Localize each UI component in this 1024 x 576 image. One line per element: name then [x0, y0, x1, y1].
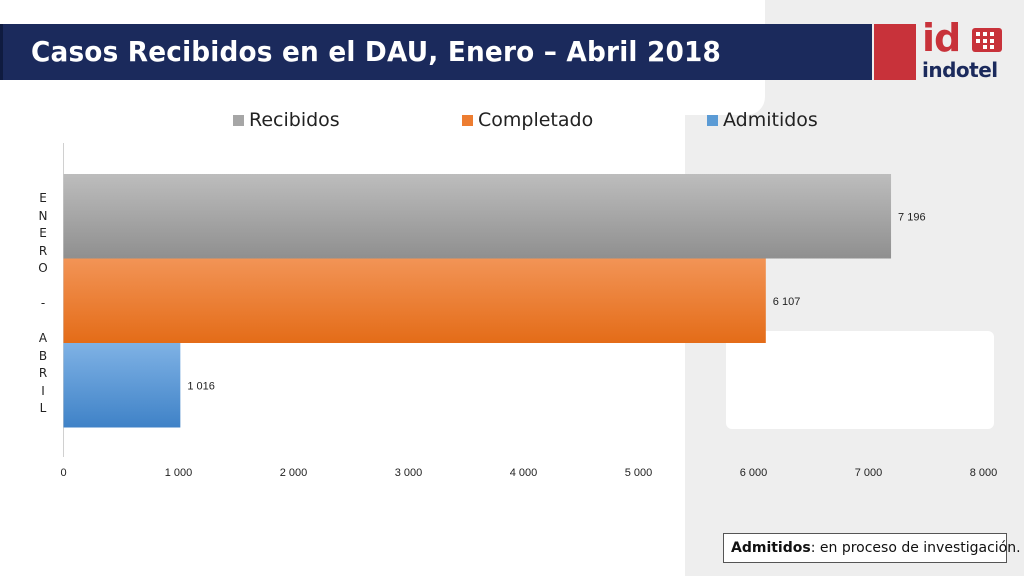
data-label-recibidos: 7 196 — [898, 211, 926, 223]
logo-name: indotel — [922, 58, 998, 82]
category-letter: - — [40, 296, 46, 310]
chart-legend: Recibidos Completado Admitidos — [0, 108, 1024, 132]
legend-item-admitidos: Admitidos — [707, 108, 818, 132]
category-letter: R — [38, 366, 48, 380]
category-letter: E — [39, 191, 47, 205]
category-letter: R — [38, 243, 48, 258]
category-letter: E — [39, 226, 47, 240]
data-label-admitidos: 1 016 — [187, 380, 215, 392]
x-tick-label: 5 000 — [625, 467, 653, 479]
x-tick-label: 8 000 — [970, 467, 998, 479]
footnote-text: : en proceso de investigación. — [810, 540, 1021, 556]
category-letter — [36, 278, 50, 296]
category-letter: B — [38, 348, 48, 363]
legend-swatch-admitidos — [707, 114, 718, 126]
legend-swatch-recibidos — [233, 114, 244, 126]
category-letter: O — [38, 261, 48, 275]
x-tick-label: 7 000 — [855, 467, 883, 479]
data-label-completado: 6 107 — [773, 296, 801, 308]
legend-label-recibidos: Recibidos — [249, 109, 340, 131]
x-tick-labels-group: 0 1 000 2 000 3 000 4 000 5 000 6 000 7 000 8 00… — [60, 467, 997, 479]
bar-labels-group: 7 196 6 107 1 016 — [187, 211, 925, 392]
x-tick-label: 1 000 — [165, 467, 193, 479]
logo-grid-icon — [972, 28, 1002, 52]
logo-mark: id — [922, 16, 961, 60]
bars-group — [63, 174, 892, 428]
x-tick-label: 4 000 — [510, 467, 538, 479]
title-bar: Casos Recibidos en el DAU, Enero – Abril… — [0, 24, 872, 80]
footnote-box: Admitidos: en proceso de investigación. — [723, 533, 1021, 563]
legend-item-recibidos: Recibidos — [233, 108, 340, 132]
x-tick-label: 0 — [60, 467, 66, 479]
bar-completado — [63, 258, 766, 343]
category-letter — [36, 313, 50, 331]
legend-swatch-completado — [462, 114, 473, 126]
background-card — [726, 331, 994, 429]
category-letter: N — [38, 208, 48, 223]
slide-title: Casos Recibidos en el DAU, Enero – Abril… — [31, 35, 721, 68]
category-letter: I — [41, 383, 45, 398]
bar-admitidos — [63, 343, 181, 428]
x-tick-label: 6 000 — [740, 467, 768, 479]
bar-recibidos — [63, 174, 892, 259]
logo-red-block — [874, 24, 916, 80]
legend-label-completado: Completado — [478, 109, 594, 131]
category-letter: A — [38, 331, 48, 345]
x-tick-label: 2 000 — [280, 467, 308, 479]
footnote-term: Admitidos — [731, 540, 811, 556]
legend-item-completado: Completado — [462, 108, 593, 132]
category-letter: L — [39, 401, 47, 415]
indotel-logo-icon: id indotel — [918, 16, 1018, 86]
x-tick-label: 3 000 — [395, 467, 423, 479]
legend-label-admitidos: Admitidos — [723, 109, 818, 131]
